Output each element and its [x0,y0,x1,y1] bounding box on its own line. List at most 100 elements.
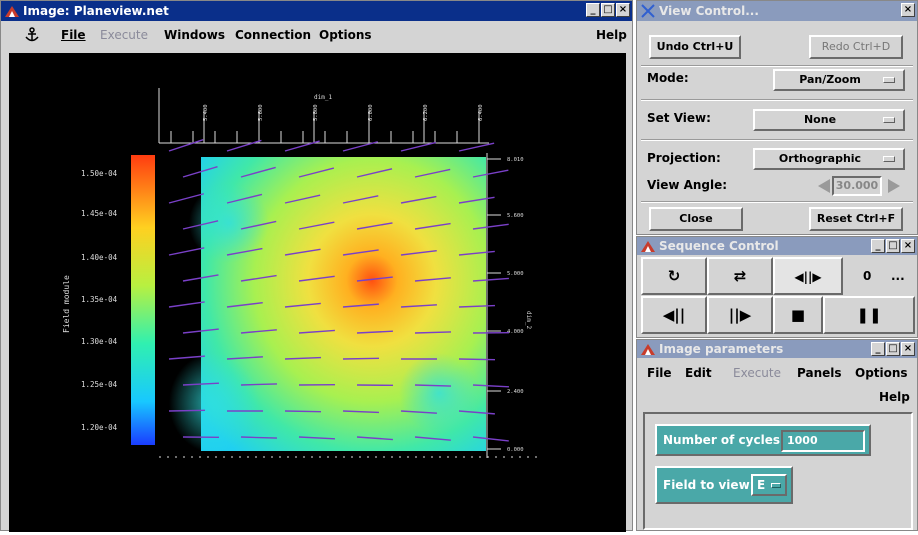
colorbar-tick: 1.35e-04 [81,295,118,304]
reset-button[interactable]: Reset Ctrl+F [809,207,903,231]
step-forward-button[interactable]: ||▶ [707,296,773,334]
minimize-button[interactable]: _ [871,239,885,253]
bounce-icon: ⇄ [734,267,747,285]
params-form: Number of cycles: 1000 Field to view: E [643,412,913,530]
mode-label: Mode: [647,71,689,85]
colorbar-tick: 1.25e-04 [81,380,118,389]
params-menu-execute[interactable]: Execute [733,366,781,380]
projection-label: Projection: [647,151,721,165]
stop-icon: ■ [791,306,805,324]
params-menu-panels[interactable]: Panels [797,366,842,380]
frame-counter-value: 0 [863,259,871,293]
right-axis-tick: 5.600 [507,213,524,219]
top-axis-tick: 6.400 [478,104,484,121]
maximize-button[interactable]: □ [886,342,900,356]
maximize-button[interactable]: □ [886,239,900,253]
undo-button[interactable]: Undo Ctrl+U [649,35,741,59]
mode-value: Pan/Zoom [799,71,879,89]
set-view-value: None [804,111,854,129]
cycles-group: Number of cycles: 1000 [655,424,871,456]
vector-arrow [169,140,203,151]
close-button[interactable]: × [901,3,915,17]
field-select[interactable]: E [751,474,787,496]
sequence-control-title: Sequence Control [659,237,779,255]
pause-button[interactable]: ❚❚ [823,296,915,334]
colorbar-tick: 1.40e-04 [81,253,118,262]
option-indicator-icon [883,117,895,123]
vector-arrow [459,143,494,151]
menu-file[interactable]: File [61,28,86,42]
top-axis-tick: 6.000 [368,104,374,121]
app-icon [640,342,656,356]
option-indicator-icon [883,77,895,83]
menu-windows[interactable]: Windows [164,28,225,42]
view-angle-label: View Angle: [647,178,727,192]
close-button[interactable]: × [901,239,915,253]
top-axis-tick: 5.600 [258,104,264,121]
close-button[interactable]: × [616,3,630,17]
vector-arrow [169,248,204,255]
loop-icon: ↻ [668,267,681,285]
stop-button[interactable]: ■ [773,296,823,334]
right-axis-tick: 0.000 [507,447,524,453]
arrow-left-icon[interactable] [817,178,831,194]
app-icon [640,239,656,253]
image-parameters-title: Image parameters [659,340,783,358]
view-control-panel: View Control... × Undo Ctrl+U Redo Ctrl+… [636,0,918,235]
vector-arrow [343,358,379,359]
colorbar-tick: 1.50e-04 [81,169,118,178]
close-view-button[interactable]: Close [649,207,743,231]
vector-arrow [227,140,261,151]
arrow-right-icon[interactable] [887,178,901,194]
top-axis-tick: 6.200 [423,104,429,121]
image-parameters-titlebar[interactable]: Image parameters _ □ × [637,340,917,358]
maximize-button[interactable]: □ [601,3,615,17]
step-both-icon: ◀||▶ [794,270,821,284]
image-parameters-panel: Image parameters _ □ × File Edit Execute… [636,339,918,531]
frame-counter-more[interactable]: ... [891,259,905,293]
mode-select[interactable]: Pan/Zoom [773,69,905,91]
redo-button[interactable]: Redo Ctrl+D [809,35,903,59]
image-window-menubar: File Execute Windows Connection Options … [1,23,632,47]
params-menu-edit[interactable]: Edit [685,366,712,380]
bounce-button[interactable]: ⇄ [707,257,773,295]
step-mode-button[interactable]: ◀||▶ [773,257,843,295]
close-button[interactable]: × [901,342,915,356]
sequence-control-titlebar[interactable]: Sequence Control _ □ × [637,237,917,255]
menu-help[interactable]: Help [596,28,627,42]
minimize-button[interactable]: _ [871,342,885,356]
params-menu-help[interactable]: Help [879,390,910,404]
cycles-input[interactable]: 1000 [781,430,865,452]
projection-value: Orthographic [779,150,879,168]
loop-button[interactable]: ↻ [641,257,707,295]
menu-options[interactable]: Options [319,28,372,42]
colorbar-tick: 1.45e-04 [81,209,118,218]
step-back-button[interactable]: ◀|| [641,296,707,334]
minimize-button[interactable]: _ [586,3,600,17]
sequence-control-panel: Sequence Control _ □ × ↻ ⇄ ◀||▶ 0 ... ◀|… [636,236,918,338]
top-axis-title: dim_1 [314,94,332,101]
menu-execute[interactable]: Execute [100,28,148,42]
step-back-icon: ◀|| [663,306,686,324]
anchor-icon[interactable] [25,27,39,43]
top-axis-tick: 5.400 [203,104,209,121]
vector-arrow [169,410,205,411]
vector-arrow [401,142,436,151]
image-canvas[interactable]: Field module 1.50e-04 1.45e-04 1.40e-04 … [9,53,626,532]
image-window-title: Image: Planeview.net [23,1,169,21]
image-window-titlebar[interactable]: Image: Planeview.net _ □ × [1,1,632,21]
view-angle-field[interactable]: 30.000 [832,176,882,196]
vector-arrow [169,302,205,307]
set-view-label: Set View: [647,111,711,125]
step-forward-icon: ||▶ [729,306,752,324]
view-control-titlebar[interactable]: View Control... × [637,1,917,21]
option-indicator-icon [883,156,895,162]
projection-select[interactable]: Orthographic [753,148,905,170]
vector-arrow [459,359,495,360]
set-view-select[interactable]: None [753,109,905,131]
params-menu-options[interactable]: Options [855,366,908,380]
field-group: Field to view: E [655,466,793,504]
right-axis-tick: 5.000 [507,271,524,277]
params-menu-file[interactable]: File [647,366,672,380]
menu-connection[interactable]: Connection [235,28,311,42]
